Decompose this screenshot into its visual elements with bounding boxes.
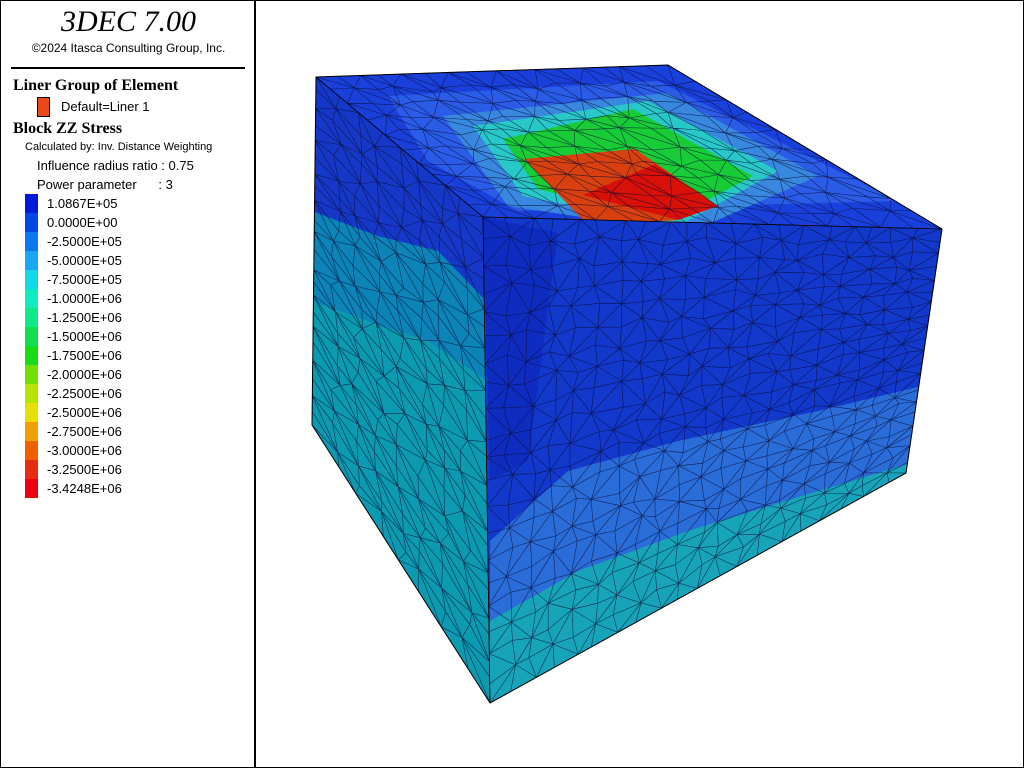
copyright-text: ©2024 Itasca Consulting Group, Inc.: [31, 41, 226, 55]
colorbar-cell: [25, 194, 38, 213]
colorbar-cell: [25, 479, 38, 498]
colorbar-cell: [25, 251, 38, 270]
right-face-pit: [483, 217, 558, 481]
model-front-edge: [482, 216, 491, 704]
model-outline: [311, 64, 943, 704]
colorbar-label: -7.5000E+05: [47, 272, 122, 287]
legend-divider: [11, 67, 245, 69]
colorbar-cell: [25, 308, 38, 327]
colorbar-label: -3.4248E+06: [47, 481, 122, 496]
colorbar-cell: [25, 365, 38, 384]
colorbar-cell: [25, 213, 38, 232]
stress-section-title: Block ZZ Stress: [13, 120, 123, 137]
liner-item-label: Default=Liner 1: [61, 99, 150, 114]
colorbar-label: -2.5000E+06: [47, 405, 122, 420]
calc-method-text: Calculated by: Inv. Distance Weighting: [25, 141, 213, 153]
power-parameter-text: Power parameter : 3: [37, 177, 173, 192]
colorbar-cell: [25, 289, 38, 308]
colorbar-cell: [25, 384, 38, 403]
block-model-render[interactable]: [258, 1, 1023, 767]
colorbar-cell: [25, 270, 38, 289]
colorbar-cell: [25, 327, 38, 346]
colorbar-label: -3.2500E+06: [47, 462, 122, 477]
colorbar-label: -2.2500E+06: [47, 386, 122, 401]
left-face-lower-band: [312, 301, 490, 703]
colorbar-label: 1.0867E+05: [47, 196, 118, 211]
colorbar-label: -3.0000E+06: [47, 443, 122, 458]
colorbar-cell: [25, 232, 38, 251]
colorbar-cell: [25, 441, 38, 460]
model-viewport[interactable]: [258, 1, 1023, 767]
left-face: [312, 77, 490, 703]
colorbar-label: -1.7500E+06: [47, 348, 122, 363]
colorbar-cell: [25, 346, 38, 365]
contour-labels: 1.0867E+05 0.0000E+00 -2.5000E+05 -5.0000E+…: [47, 194, 122, 498]
colorbar-label: -1.0000E+06: [47, 291, 122, 306]
liner-color-swatch: [37, 97, 50, 117]
legend-panel: 3DEC 7.00 ©2024 Itasca Consulting Group,…: [1, 1, 256, 767]
colorbar-label: -2.7500E+06: [47, 424, 122, 439]
colorbar-label: -1.2500E+06: [47, 310, 122, 325]
right-face-lower-band: [490, 461, 918, 703]
colorbar-label: -1.5000E+06: [47, 329, 122, 344]
colorbar-label: -5.0000E+05: [47, 253, 122, 268]
colorbar-cell: [25, 422, 38, 441]
colorbar-label: -2.0000E+06: [47, 367, 122, 382]
colorbar-cell: [25, 403, 38, 422]
colorbar-label: -2.5000E+05: [47, 234, 122, 249]
liner-section-title: Liner Group of Element: [13, 77, 179, 94]
colorbar-label: 0.0000E+00: [47, 215, 118, 230]
contour-colorbar: [25, 194, 38, 498]
influence-radius-text: Influence radius ratio : 0.75: [37, 158, 194, 173]
colorbar-cell: [25, 460, 38, 479]
app-title: 3DEC 7.00: [61, 5, 196, 38]
liner-element-dark: [583, 164, 718, 220]
